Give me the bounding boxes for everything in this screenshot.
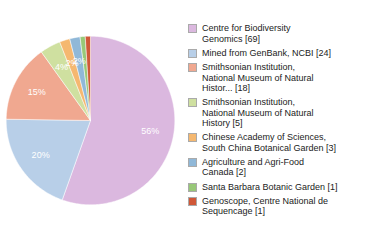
html-text:Agriculture and Agri-Food Cana: Agriculture and Agri-Food Canada [2] [202,157,305,178]
html-text:Mined from GenBank, NCBI [24]: Mined from GenBank, NCBI [24] [202,47,332,58]
svg-text:4%: 4% [55,62,68,72]
html-text:Smithsonian Institution, Natio: Smithsonian Institution, National Museum… [202,97,314,128]
html-text:Genoscope, Centre National de: Genoscope, Centre National de Sequencage… [202,196,329,217]
svg-text:56%: 56% [141,126,159,136]
html-text:Centre for Biodiversity Genomi: Centre for Biodiversity Genomics [69] [202,23,291,44]
html-text:Smithsonian Institution, Natio: Smithsonian Institution, National Museum… [202,62,314,93]
html-text:Santa Barbara Botanic Garden [: Santa Barbara Botanic Garden [1] [202,181,338,192]
html-text:Chinese Academy of Sciences, S: Chinese Academy of Sciences, South China… [202,132,337,153]
svg-text:20%: 20% [32,150,50,160]
svg-text:2%: 2% [73,56,86,66]
svg-text:15%: 15% [28,87,46,97]
